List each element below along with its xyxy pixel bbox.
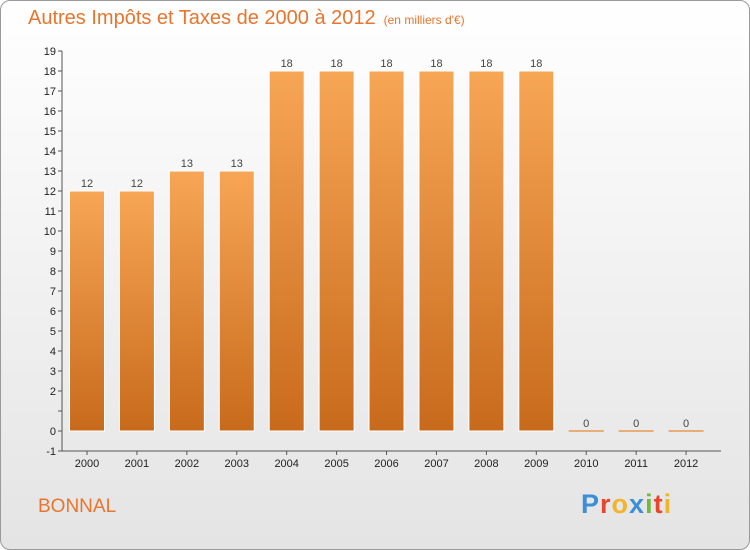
x-tick-label: 2002 bbox=[175, 458, 199, 470]
bar bbox=[268, 70, 305, 432]
x-tick-label: 2009 bbox=[524, 458, 548, 470]
data-label: 18 bbox=[380, 58, 392, 70]
data-label: 12 bbox=[81, 178, 93, 190]
bar bbox=[468, 70, 505, 432]
x-tick-label: 2003 bbox=[225, 458, 249, 470]
y-tick-label: 4 bbox=[50, 346, 56, 358]
y-tick-label: 15 bbox=[44, 126, 56, 138]
data-label: 18 bbox=[530, 58, 542, 70]
y-tick-label: 14 bbox=[44, 146, 56, 158]
data-label: 0 bbox=[633, 418, 639, 430]
logo-letter: x bbox=[629, 489, 646, 519]
x-tick-label: 2004 bbox=[274, 458, 298, 470]
y-tick-label: 8 bbox=[50, 266, 56, 278]
y-tick-label: 19 bbox=[44, 46, 56, 58]
y-tick-label: 6 bbox=[50, 306, 56, 318]
y-tick-label: 12 bbox=[44, 186, 56, 198]
bar bbox=[118, 190, 155, 432]
y-tick-label: 10 bbox=[44, 226, 56, 238]
x-tick-label: 2007 bbox=[424, 458, 448, 470]
y-tick-label: 7 bbox=[50, 286, 56, 298]
y-tick-label: 18 bbox=[44, 66, 56, 78]
y-tick-label: 5 bbox=[50, 326, 56, 338]
bar bbox=[218, 170, 255, 432]
logo-letter: t bbox=[653, 489, 664, 519]
commune-name: BONNAL bbox=[38, 496, 117, 517]
x-tick-label: 2006 bbox=[374, 458, 398, 470]
chart-subtitle: (en milliers d'€) bbox=[383, 13, 465, 27]
bar bbox=[418, 70, 455, 432]
y-tick-label: 2 bbox=[50, 386, 56, 398]
data-label: 0 bbox=[683, 418, 689, 430]
logo-letter: i bbox=[645, 489, 654, 519]
x-tick-label: 2008 bbox=[474, 458, 498, 470]
data-label: 18 bbox=[430, 58, 442, 70]
x-tick-label: 2011 bbox=[624, 458, 648, 470]
x-tick-label: 2001 bbox=[125, 458, 149, 470]
data-label: 18 bbox=[330, 58, 342, 70]
y-tick-label: -1 bbox=[46, 446, 56, 458]
data-label: 0 bbox=[583, 418, 589, 430]
x-tick-label: 2012 bbox=[674, 458, 698, 470]
data-label: 13 bbox=[231, 158, 243, 170]
data-label: 18 bbox=[480, 58, 492, 70]
bar bbox=[69, 190, 105, 432]
logo-letter: i bbox=[663, 489, 673, 519]
x-tick-label: 2005 bbox=[324, 458, 348, 470]
bar bbox=[518, 70, 555, 432]
y-tick-label: 0 bbox=[50, 426, 56, 438]
data-label: 12 bbox=[131, 178, 143, 190]
logo-letter: o bbox=[611, 489, 630, 519]
bar bbox=[168, 170, 205, 432]
y-tick-label: 11 bbox=[45, 206, 56, 218]
logo-letter: r bbox=[600, 489, 612, 519]
x-tick-label: 2000 bbox=[75, 458, 99, 470]
chart-title-text: Autres Impôts et Taxes de 2000 à 2012 bbox=[28, 7, 376, 29]
data-label: 13 bbox=[181, 158, 193, 170]
y-tick-label: 13 bbox=[44, 166, 56, 178]
proxiti-logo[interactable]: Proxiti bbox=[581, 489, 672, 520]
y-tick-label: 17 bbox=[44, 86, 56, 98]
x-tick-label: 2010 bbox=[574, 458, 598, 470]
bar bbox=[318, 70, 355, 432]
chart-title: Autres Impôts et Taxes de 2000 à 2012 (en… bbox=[28, 7, 465, 30]
y-tick-label: 9 bbox=[50, 246, 56, 258]
y-tick-label: 16 bbox=[44, 106, 56, 118]
bar bbox=[368, 70, 405, 432]
logo-letter: P bbox=[581, 489, 601, 519]
y-tick-label: 3 bbox=[50, 366, 56, 378]
data-label: 18 bbox=[281, 58, 293, 70]
